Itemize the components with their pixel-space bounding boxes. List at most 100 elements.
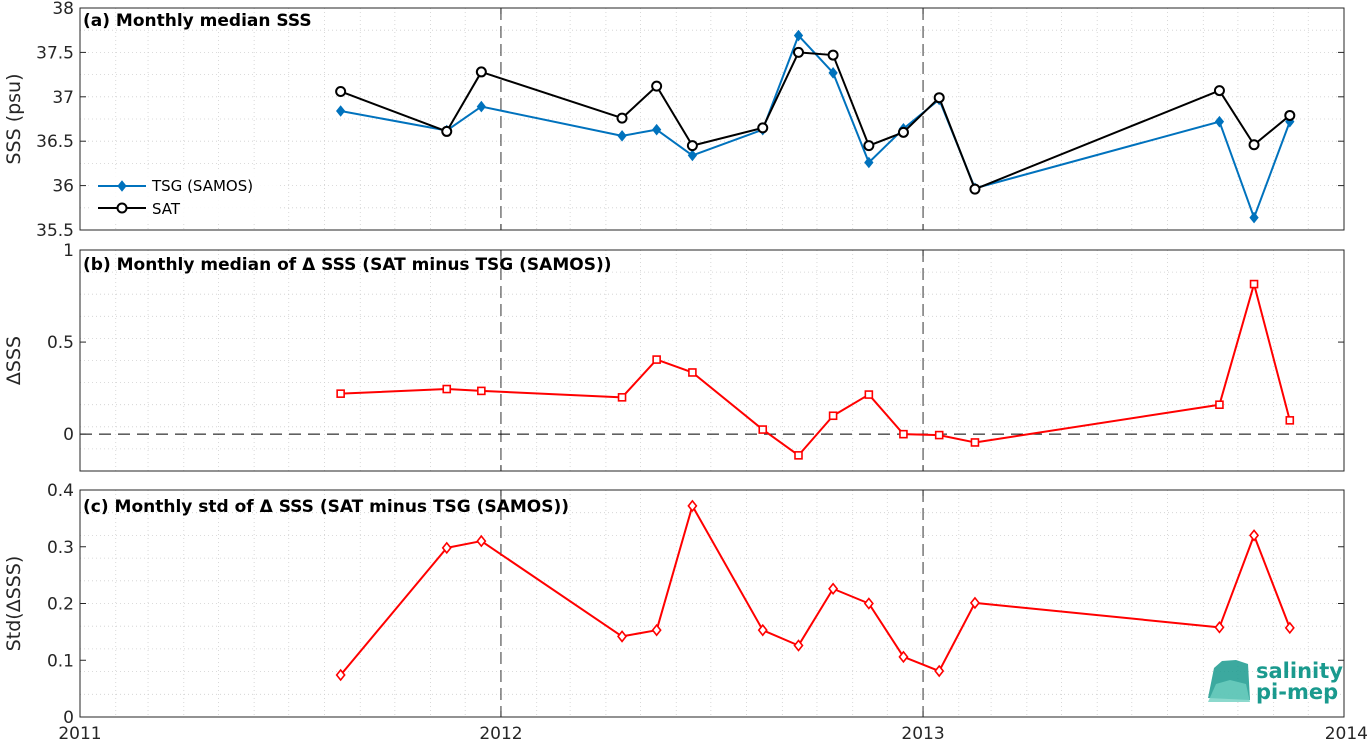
y-tick-label: 35.5 — [36, 221, 74, 241]
y-tick-label: 37 — [52, 88, 74, 108]
panel-a-title: (a) Monthly median SSS — [83, 11, 312, 31]
legend: TSG (SAMOS) SAT — [90, 172, 280, 222]
data-point — [1284, 621, 1295, 635]
data-point — [758, 425, 768, 434]
x-tick-label: 2011 — [58, 724, 101, 744]
data-point — [897, 126, 909, 138]
series-line — [340, 283, 1291, 457]
series-line — [339, 504, 1291, 676]
data-point — [934, 430, 944, 440]
data-point — [651, 80, 663, 92]
data-point — [335, 668, 346, 682]
panel-c-std-delta-sss: 0 0.1 0.2 0.3 0.4 2011 2012 2013 2014 Std(ΔSSS) (c… — [3, 481, 1368, 744]
data-point — [757, 122, 769, 134]
y-tick-label: 0.3 — [47, 538, 74, 558]
data-point — [934, 664, 945, 678]
data-point — [863, 140, 875, 152]
data-point — [335, 85, 347, 97]
legend-box — [90, 172, 280, 222]
data-point — [652, 123, 662, 136]
logo-text-salinity: salinity — [1256, 659, 1343, 683]
legend-label-tsg: TSG (SAMOS) — [151, 177, 253, 195]
data-point — [933, 92, 945, 104]
y-tick-label: 38 — [52, 0, 74, 19]
data-point — [1249, 529, 1260, 542]
data-point — [969, 183, 981, 195]
legend-marker-tsg — [117, 180, 127, 192]
y-tick-label: 0.5 — [47, 333, 74, 353]
data-point — [793, 29, 804, 42]
y-axis-label: Std(ΔSSS) — [3, 556, 25, 652]
data-point — [828, 67, 838, 79]
y-axis-label: SSS (psu) — [3, 73, 25, 164]
panel-b-title: (b) Monthly median of Δ SSS (SAT minus T… — [83, 255, 612, 275]
data-point — [899, 429, 908, 439]
data-point — [687, 149, 698, 162]
data-point — [757, 623, 768, 637]
y-tick-label: 0.2 — [47, 595, 74, 615]
data-point — [864, 156, 874, 169]
y-tick-label: 0 — [63, 708, 74, 728]
y-tick-label: 36 — [52, 177, 74, 197]
data-point — [1284, 109, 1296, 121]
data-point — [864, 390, 874, 399]
panel-a-monthly-median-sss: 35.5 36 36.5 37 37.5 38 SSS (psu) (a) Monthly m… — [3, 0, 1345, 241]
data-point — [477, 386, 486, 396]
logo-text-pi-mep: pi-mep — [1256, 680, 1338, 704]
data-point — [793, 639, 804, 652]
data-point — [441, 541, 452, 555]
data-point — [1248, 139, 1260, 151]
legend-marker-sat — [116, 202, 128, 214]
data-point — [1214, 115, 1225, 128]
logo-wave-icon-light — [1208, 680, 1250, 702]
data-point — [476, 534, 487, 548]
data-point — [617, 393, 627, 402]
y-tick-label: 0.1 — [47, 651, 74, 671]
data-point — [1214, 621, 1225, 634]
series-line — [340, 51, 1291, 191]
y-tick-label: 37.5 — [36, 43, 74, 63]
panel-b-median-delta-sss: 0 0.5 1 ΔSSS (b) Monthly median of Δ SSS (SA… — [3, 241, 1345, 472]
y-tick-label: 0.4 — [47, 481, 74, 501]
x-tick-label: 2013 — [901, 724, 944, 744]
axes-box — [79, 7, 1345, 231]
data-point — [688, 368, 697, 377]
data-point — [794, 451, 803, 460]
data-point — [828, 582, 839, 596]
data-point — [792, 46, 804, 58]
data-point — [476, 100, 486, 113]
data-point — [652, 355, 661, 364]
data-point — [441, 125, 453, 137]
data-point — [827, 49, 839, 61]
data-point — [617, 130, 627, 142]
legend-label-sat: SAT — [152, 200, 181, 218]
data-point — [686, 140, 698, 152]
y-axis-label: ΔSSS — [3, 336, 25, 385]
data-point — [863, 597, 874, 610]
panel-c-title: (c) Monthly std of Δ SSS (SAT minus TSG … — [83, 497, 569, 517]
data-point — [970, 438, 980, 447]
data-point — [336, 389, 345, 398]
data-point — [336, 105, 346, 117]
data-point — [616, 112, 628, 124]
salinity-pi-mep-logo: salinity pi-mep — [1208, 659, 1343, 704]
data-point — [1249, 279, 1259, 289]
data-point — [651, 623, 662, 637]
data-point — [1249, 211, 1259, 224]
data-point — [475, 66, 487, 78]
y-tick-label: 36.5 — [36, 132, 74, 152]
data-point — [617, 630, 628, 643]
data-point — [1285, 416, 1295, 425]
data-point — [687, 499, 698, 513]
x-tick-label: 2012 — [479, 724, 522, 744]
y-tick-label: 0 — [63, 425, 74, 445]
axes-box — [79, 249, 1345, 472]
data-point — [442, 384, 452, 394]
y-tick-label: 1 — [63, 241, 74, 261]
data-point — [1213, 85, 1225, 97]
data-point — [1215, 400, 1224, 410]
data-point — [969, 596, 980, 610]
data-point — [898, 650, 909, 664]
data-point — [828, 411, 838, 421]
